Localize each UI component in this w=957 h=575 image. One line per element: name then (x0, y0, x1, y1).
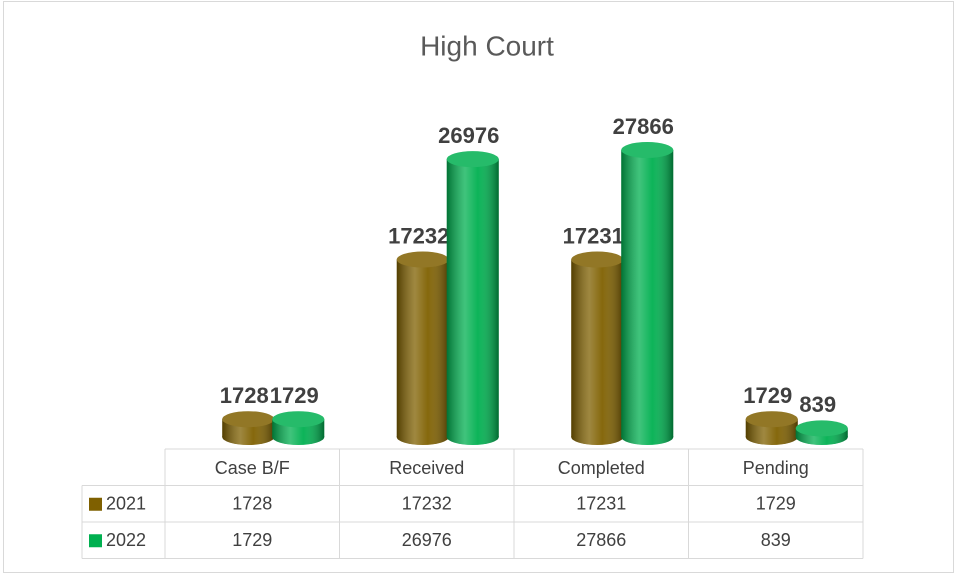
x-tick-label: Received (389, 458, 464, 478)
cylinder-top-shine (621, 142, 674, 158)
cylinder (795, 420, 848, 445)
cylinder-shade (396, 259, 449, 437)
x-tick-label: Completed (558, 458, 645, 478)
cylinder-top-shine (396, 251, 449, 268)
cylinder (396, 251, 449, 445)
cylinder (222, 411, 275, 445)
cylinder-shade (621, 150, 674, 437)
table-cell: 26976 (402, 530, 452, 550)
x-tick-label: Case B/F (215, 458, 290, 478)
legend-swatch (89, 534, 102, 548)
data-label: 27866 (613, 114, 674, 139)
cylinder-top-shine (571, 251, 624, 268)
cylinder-shade (571, 259, 624, 437)
cylinder (745, 411, 798, 445)
cylinder-top (396, 251, 449, 268)
x-tick-label: Pending (743, 458, 809, 478)
cylinder-top (446, 151, 499, 168)
cylinder-top (795, 420, 848, 437)
cylinder-top (621, 142, 674, 158)
cylinder-top-shine (446, 151, 499, 168)
cylinder-top (745, 411, 798, 428)
table-cell: 17231 (576, 494, 626, 514)
chart-title: High Court (420, 30, 554, 61)
legend-swatch (89, 497, 102, 511)
table-cell: 27866 (576, 530, 626, 550)
cylinder (571, 251, 624, 445)
data-label: 1729 (270, 383, 319, 408)
table-cell: 17232 (402, 494, 452, 514)
data-label: 1728 (220, 383, 269, 408)
cylinder-top-shine (222, 411, 275, 428)
data-label: 839 (799, 392, 836, 417)
cylinder (621, 142, 674, 445)
data-label: 17232 (388, 223, 449, 248)
cylinder-top (272, 411, 325, 428)
cylinder-top (571, 251, 624, 268)
cylinder-top (222, 411, 275, 428)
cylinder (446, 151, 499, 445)
cylinder-top-shine (745, 411, 798, 428)
table-cell: 1729 (756, 494, 796, 514)
table-cell: 1728 (232, 494, 272, 514)
cylinder (272, 411, 325, 445)
cylinder-top-shine (272, 411, 325, 428)
legend-label: 2022 (106, 530, 146, 550)
data-label: 26976 (438, 123, 499, 148)
legend-label: 2021 (106, 494, 146, 514)
data-label: 17231 (563, 223, 624, 248)
cylinder-top-shine (795, 420, 848, 437)
table-cell: 1729 (232, 530, 272, 550)
data-label: 1729 (743, 383, 792, 408)
table-cell: 839 (761, 530, 791, 550)
cylinder-shade (446, 159, 499, 437)
